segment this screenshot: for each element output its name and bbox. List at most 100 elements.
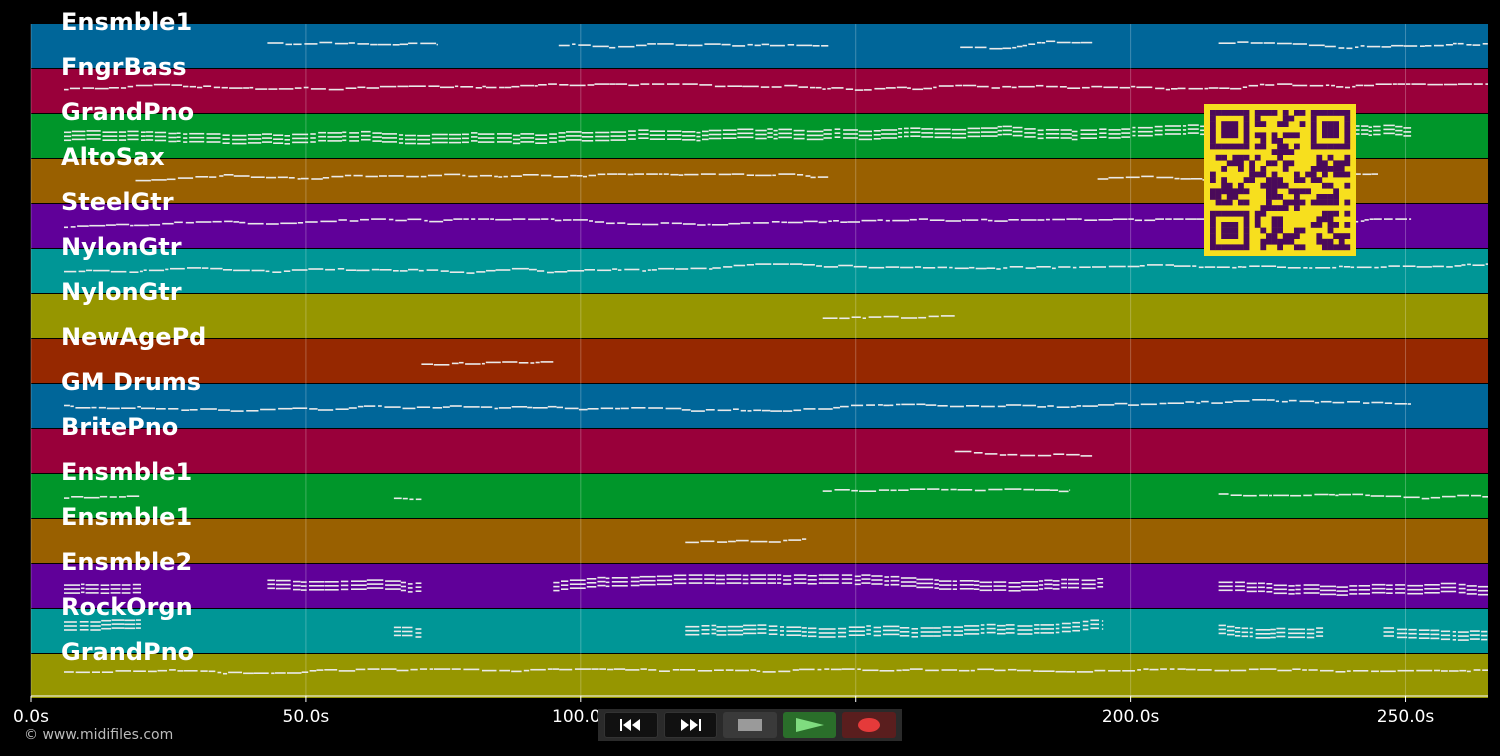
note <box>64 625 77 627</box>
note <box>381 668 397 670</box>
note <box>1395 588 1406 590</box>
note <box>984 453 998 455</box>
note <box>371 218 386 220</box>
note <box>183 133 188 135</box>
note <box>415 632 422 634</box>
note <box>1165 218 1172 220</box>
note <box>154 131 167 134</box>
note <box>349 132 359 134</box>
rewind-button[interactable] <box>604 712 658 738</box>
note <box>407 591 413 593</box>
note <box>1292 43 1307 45</box>
note <box>959 588 974 590</box>
note <box>64 135 72 138</box>
note <box>770 410 782 412</box>
note <box>402 407 416 410</box>
note <box>939 588 952 590</box>
note <box>940 315 955 317</box>
note <box>1303 592 1320 594</box>
note <box>1309 267 1313 269</box>
note <box>1368 126 1372 128</box>
note <box>594 83 610 85</box>
note <box>1473 83 1483 85</box>
note <box>1147 264 1163 266</box>
note <box>1383 132 1395 135</box>
play-button[interactable] <box>782 712 837 738</box>
note <box>443 219 453 221</box>
note <box>949 266 953 269</box>
note <box>807 583 817 585</box>
note <box>1037 133 1044 136</box>
note <box>81 583 85 586</box>
note <box>1246 582 1257 585</box>
note <box>1258 582 1265 585</box>
note <box>697 670 713 672</box>
note <box>649 134 665 136</box>
note <box>1101 620 1104 622</box>
note <box>1099 132 1107 134</box>
note <box>1241 627 1249 630</box>
note <box>250 176 265 178</box>
track-label: AltoSax <box>61 143 165 171</box>
note <box>499 669 510 672</box>
note <box>951 136 967 139</box>
note <box>222 134 230 136</box>
note <box>420 42 437 45</box>
note <box>879 670 895 672</box>
note <box>239 221 246 224</box>
note <box>486 86 497 89</box>
note <box>806 138 824 141</box>
note <box>1473 669 1481 671</box>
note <box>399 43 408 46</box>
note <box>1187 124 1191 126</box>
note <box>1276 627 1286 630</box>
note <box>1458 591 1466 594</box>
note <box>176 132 181 134</box>
note <box>1002 125 1012 128</box>
note <box>385 588 401 590</box>
note <box>415 636 422 638</box>
note <box>1216 266 1230 268</box>
note <box>733 264 746 267</box>
note <box>1290 494 1302 497</box>
note <box>1097 582 1104 584</box>
note <box>656 579 673 582</box>
note <box>137 406 141 408</box>
stop-button[interactable] <box>723 712 777 738</box>
note <box>177 177 194 179</box>
note <box>1232 266 1237 269</box>
note <box>1058 266 1071 268</box>
note <box>371 268 380 271</box>
note <box>398 138 404 140</box>
note <box>85 588 99 590</box>
note <box>933 635 941 637</box>
note <box>1358 589 1370 591</box>
note <box>834 136 841 138</box>
note <box>75 671 90 674</box>
note <box>532 407 548 409</box>
note <box>458 361 464 364</box>
note <box>1060 133 1072 135</box>
note <box>1069 489 1071 491</box>
note <box>324 589 339 591</box>
note <box>1081 583 1096 586</box>
record-button[interactable] <box>842 712 896 738</box>
note <box>111 619 125 621</box>
note <box>130 224 134 227</box>
note <box>1164 125 1181 127</box>
note <box>1258 586 1265 589</box>
note <box>210 267 223 270</box>
note <box>799 668 815 671</box>
fast-forward-button[interactable] <box>663 712 718 738</box>
note <box>1108 670 1121 672</box>
note <box>1061 630 1071 633</box>
note <box>639 575 656 578</box>
note <box>918 316 927 319</box>
note <box>993 589 1007 591</box>
note <box>1466 44 1472 46</box>
note <box>1418 629 1430 631</box>
note <box>1481 638 1488 641</box>
note <box>658 173 663 175</box>
note <box>550 218 555 220</box>
note <box>365 175 378 178</box>
